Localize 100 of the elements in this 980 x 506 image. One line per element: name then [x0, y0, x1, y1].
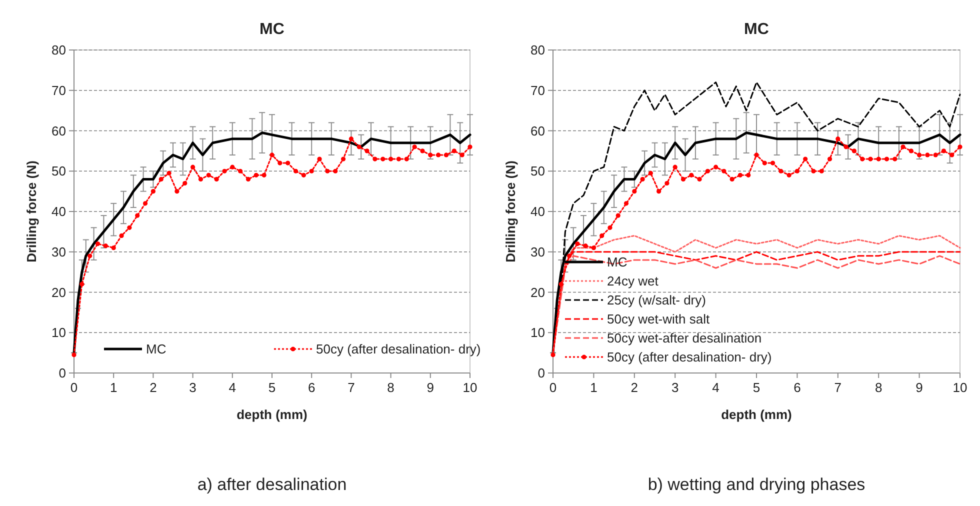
x-tick-label: 5 — [268, 380, 276, 395]
x-tick-label: 5 — [752, 380, 760, 395]
point — [460, 152, 464, 158]
text: b) wetting and drying phases — [648, 475, 866, 494]
point — [811, 168, 816, 174]
point — [958, 144, 962, 150]
point — [680, 176, 686, 182]
x-tick-label: 10 — [462, 380, 478, 395]
point — [583, 244, 588, 248]
point — [150, 189, 156, 194]
point — [230, 164, 235, 170]
point — [844, 144, 848, 150]
point — [616, 213, 620, 218]
point — [444, 152, 449, 158]
legend-label: 50cy (after desalination- dry) — [607, 350, 772, 364]
chart-title: MC — [744, 21, 770, 38]
point — [340, 156, 346, 162]
point — [778, 168, 784, 174]
point — [190, 164, 196, 170]
point — [730, 176, 734, 182]
point — [591, 246, 596, 250]
point — [689, 172, 694, 178]
point — [88, 254, 92, 258]
point — [794, 168, 800, 174]
point — [632, 189, 637, 194]
y-tick-label: 70 — [52, 82, 66, 98]
point — [206, 172, 211, 178]
y-tick-label: 10 — [530, 325, 545, 340]
point — [925, 152, 930, 158]
x-tick-label: 8 — [387, 380, 394, 395]
point — [356, 144, 362, 150]
y-tick-label: 60 — [530, 123, 545, 138]
y-tick-label: 80 — [52, 42, 66, 58]
x-axis-title: depth (mm) — [236, 407, 308, 422]
point — [452, 148, 456, 154]
point — [770, 160, 776, 166]
y-tick-label: 80 — [530, 42, 545, 58]
legend-label: MC — [146, 342, 166, 356]
point — [608, 225, 612, 230]
point — [246, 176, 251, 182]
point — [640, 176, 645, 182]
point — [412, 144, 417, 150]
point — [72, 352, 76, 358]
point — [738, 172, 743, 178]
point — [111, 246, 116, 250]
point — [468, 144, 472, 150]
point — [819, 168, 824, 174]
y-tick-label: 70 — [530, 82, 545, 98]
point — [293, 168, 298, 174]
x-tick-label: 2 — [150, 380, 157, 395]
point — [908, 148, 914, 154]
x-tick-label: 9 — [916, 380, 923, 395]
point — [364, 148, 370, 154]
point — [158, 176, 164, 182]
x-tick-label: 3 — [671, 380, 679, 395]
point — [238, 168, 243, 174]
point — [254, 172, 258, 178]
y-tick-label: 30 — [530, 244, 545, 260]
y-tick-label: 60 — [52, 123, 66, 138]
point — [404, 156, 409, 162]
x-tick-label: 0 — [70, 380, 78, 395]
x-tick-label: 7 — [348, 380, 355, 395]
x-tick-label: 4 — [228, 380, 236, 395]
point — [95, 242, 100, 246]
point — [127, 225, 132, 230]
y-tick-label: 40 — [530, 204, 545, 219]
point — [103, 244, 108, 248]
point — [396, 156, 402, 162]
point — [746, 172, 751, 178]
point — [827, 156, 832, 162]
text: a) after desalination — [197, 475, 347, 494]
point — [333, 168, 338, 174]
legend-label: 50cy wet-after desalination — [607, 330, 762, 346]
point — [860, 156, 865, 162]
point — [648, 170, 653, 176]
point — [174, 189, 180, 194]
point — [550, 352, 556, 358]
point — [656, 189, 662, 194]
point — [600, 233, 604, 238]
y-tick-label: 0 — [538, 366, 545, 380]
point — [119, 233, 124, 238]
point — [672, 164, 678, 170]
point — [325, 168, 330, 174]
point — [803, 156, 808, 162]
point — [900, 144, 906, 150]
point — [624, 201, 629, 206]
legend-label: 50cy (after desalination- dry) — [316, 342, 481, 356]
point — [722, 168, 726, 174]
legend-label: 24cy wet — [607, 274, 659, 288]
point — [884, 156, 890, 162]
point — [380, 156, 386, 162]
point — [664, 180, 670, 186]
point — [852, 148, 856, 154]
point — [286, 160, 290, 166]
point — [575, 242, 580, 246]
point — [697, 176, 702, 182]
y-tick-label: 20 — [530, 284, 545, 300]
y-tick-label: 50 — [52, 164, 66, 179]
point — [222, 168, 227, 174]
y-tick-label: 10 — [52, 325, 66, 340]
